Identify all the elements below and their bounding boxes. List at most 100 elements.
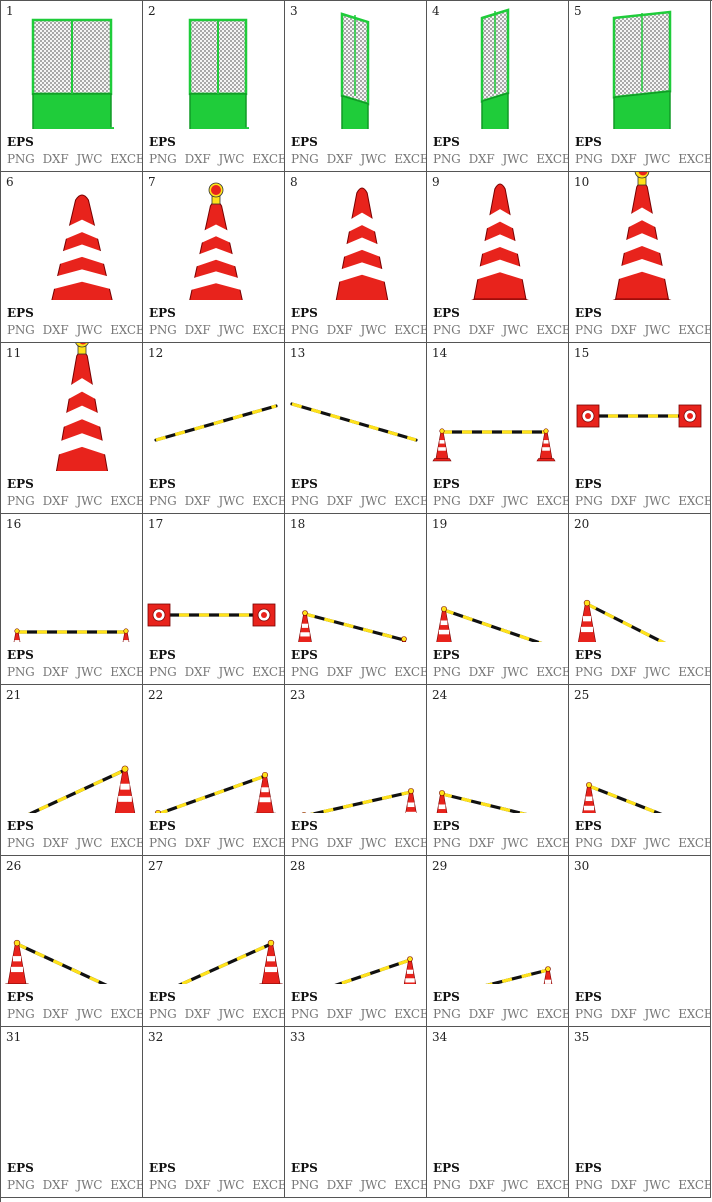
eps-link[interactable]: EPS: [291, 819, 318, 833]
dxf-link[interactable]: DXF: [326, 323, 353, 337]
dxf-link[interactable]: DXF: [326, 836, 353, 850]
dxf-link[interactable]: DXF: [610, 1007, 637, 1021]
excel-link[interactable]: EXCEL: [678, 1007, 710, 1021]
eps-link[interactable]: EPS: [149, 990, 176, 1004]
png-link[interactable]: PNG: [7, 836, 35, 850]
eps-link[interactable]: EPS: [291, 1161, 318, 1175]
dxf-link[interactable]: DXF: [326, 1007, 353, 1021]
fence-front-icon[interactable]: [143, 1, 283, 129]
eps-link[interactable]: EPS: [433, 990, 460, 1004]
jwc-link[interactable]: JWC: [644, 494, 671, 508]
excel-link[interactable]: EXCEL: [536, 494, 568, 508]
dxf-link[interactable]: DXF: [184, 1178, 211, 1192]
png-link[interactable]: PNG: [149, 323, 177, 337]
dxf-link[interactable]: DXF: [610, 152, 637, 166]
jwc-link[interactable]: JWC: [502, 665, 529, 679]
eps-link[interactable]: EPS: [433, 477, 460, 491]
excel-link[interactable]: EXCEL: [110, 152, 142, 166]
eps-link[interactable]: EPS: [149, 819, 176, 833]
png-link[interactable]: PNG: [575, 1007, 603, 1021]
excel-link[interactable]: EXCEL: [536, 665, 568, 679]
dxf-link[interactable]: DXF: [184, 494, 211, 508]
png-link[interactable]: PNG: [291, 836, 319, 850]
cones-with-bar-icon[interactable]: [143, 685, 283, 813]
jwc-link[interactable]: JWC: [76, 152, 103, 166]
jwc-link[interactable]: JWC: [360, 323, 387, 337]
excel-link[interactable]: EXCEL: [678, 1178, 710, 1192]
jwc-link[interactable]: JWC: [76, 1007, 103, 1021]
dxf-link[interactable]: DXF: [184, 1007, 211, 1021]
dxf-link[interactable]: DXF: [326, 1178, 353, 1192]
jwc-link[interactable]: JWC: [502, 1007, 529, 1021]
jwc-link[interactable]: JWC: [360, 1007, 387, 1021]
jwc-link[interactable]: JWC: [644, 323, 671, 337]
jwc-link[interactable]: JWC: [218, 836, 245, 850]
excel-link[interactable]: EXCEL: [678, 152, 710, 166]
jwc-link[interactable]: JWC: [76, 494, 103, 508]
dxf-link[interactable]: DXF: [610, 1178, 637, 1192]
cones-top-view-icon[interactable]: [569, 343, 709, 471]
dxf-link[interactable]: DXF: [42, 323, 69, 337]
jwc-link[interactable]: JWC: [644, 152, 671, 166]
eps-link[interactable]: EPS: [575, 306, 602, 320]
png-link[interactable]: PNG: [149, 665, 177, 679]
excel-link[interactable]: EXCEL: [110, 494, 142, 508]
png-link[interactable]: PNG: [575, 494, 603, 508]
dxf-link[interactable]: DXF: [326, 665, 353, 679]
cones-with-bar-icon[interactable]: [569, 514, 709, 642]
png-link[interactable]: PNG: [291, 323, 319, 337]
eps-link[interactable]: EPS: [575, 990, 602, 1004]
excel-link[interactable]: EXCEL: [252, 152, 284, 166]
eps-link[interactable]: EPS: [149, 477, 176, 491]
excel-link[interactable]: EXCEL: [678, 323, 710, 337]
dxf-link[interactable]: DXF: [468, 323, 495, 337]
excel-link[interactable]: EXCEL: [110, 1178, 142, 1192]
png-link[interactable]: PNG: [291, 152, 319, 166]
eps-link[interactable]: EPS: [575, 135, 602, 149]
png-link[interactable]: PNG: [7, 665, 35, 679]
excel-link[interactable]: EXCEL: [252, 836, 284, 850]
dxf-link[interactable]: DXF: [326, 494, 353, 508]
dxf-link[interactable]: DXF: [610, 836, 637, 850]
jwc-link[interactable]: JWC: [218, 323, 245, 337]
dxf-link[interactable]: DXF: [468, 494, 495, 508]
excel-link[interactable]: EXCEL: [678, 665, 710, 679]
cones-with-bar-icon[interactable]: [285, 685, 425, 813]
excel-link[interactable]: EXCEL: [536, 323, 568, 337]
eps-link[interactable]: EPS: [433, 648, 460, 662]
png-link[interactable]: PNG: [291, 494, 319, 508]
excel-link[interactable]: EXCEL: [536, 1007, 568, 1021]
eps-link[interactable]: EPS: [575, 1161, 602, 1175]
jwc-link[interactable]: JWC: [360, 836, 387, 850]
eps-link[interactable]: EPS: [291, 648, 318, 662]
png-link[interactable]: PNG: [575, 152, 603, 166]
eps-link[interactable]: EPS: [149, 306, 176, 320]
eps-link[interactable]: EPS: [7, 306, 34, 320]
dxf-link[interactable]: DXF: [326, 152, 353, 166]
eps-link[interactable]: EPS: [149, 1161, 176, 1175]
eps-link[interactable]: EPS: [7, 819, 34, 833]
png-link[interactable]: PNG: [575, 836, 603, 850]
png-link[interactable]: PNG: [291, 1178, 319, 1192]
eps-link[interactable]: EPS: [575, 477, 602, 491]
jwc-link[interactable]: JWC: [502, 152, 529, 166]
dxf-link[interactable]: DXF: [184, 665, 211, 679]
excel-link[interactable]: EXCEL: [110, 665, 142, 679]
png-link[interactable]: PNG: [149, 152, 177, 166]
jwc-link[interactable]: JWC: [218, 665, 245, 679]
png-link[interactable]: PNG: [291, 665, 319, 679]
dxf-link[interactable]: DXF: [468, 1007, 495, 1021]
cones-with-bar-icon[interactable]: [427, 514, 567, 642]
excel-link[interactable]: EXCEL: [110, 836, 142, 850]
dxf-link[interactable]: DXF: [42, 1178, 69, 1192]
cones-with-bar-icon[interactable]: [285, 856, 425, 984]
png-link[interactable]: PNG: [7, 1178, 35, 1192]
png-link[interactable]: PNG: [433, 1178, 461, 1192]
cones-with-bar-icon[interactable]: [427, 685, 567, 813]
dxf-link[interactable]: DXF: [610, 494, 637, 508]
excel-link[interactable]: EXCEL: [110, 1007, 142, 1021]
png-link[interactable]: PNG: [433, 836, 461, 850]
jwc-link[interactable]: JWC: [76, 323, 103, 337]
excel-link[interactable]: EXCEL: [394, 665, 426, 679]
cone-lamp-perspective-icon[interactable]: [569, 172, 709, 300]
